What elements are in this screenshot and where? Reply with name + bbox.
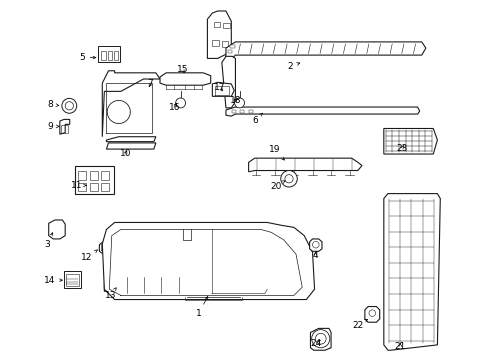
Bar [89, 183, 98, 191]
Polygon shape [248, 158, 361, 172]
Polygon shape [383, 129, 436, 154]
Polygon shape [309, 239, 321, 251]
Circle shape [65, 102, 73, 110]
Circle shape [311, 330, 329, 348]
Polygon shape [106, 143, 156, 149]
Bar [78, 183, 86, 191]
Polygon shape [222, 57, 235, 108]
Text: 22: 22 [351, 319, 367, 330]
Text: 9: 9 [47, 122, 59, 131]
Polygon shape [207, 11, 231, 58]
Bar [223, 23, 229, 28]
Text: 20: 20 [270, 181, 285, 191]
Polygon shape [102, 222, 314, 300]
Text: 15: 15 [177, 66, 188, 75]
Text: 23: 23 [395, 144, 407, 153]
Polygon shape [49, 220, 65, 239]
Circle shape [107, 100, 130, 123]
Circle shape [312, 242, 319, 248]
Bar [101, 171, 109, 180]
Text: 14: 14 [43, 276, 62, 285]
Circle shape [175, 98, 185, 108]
Text: 10: 10 [120, 149, 131, 158]
Text: 3: 3 [44, 233, 53, 249]
Circle shape [234, 98, 244, 108]
Circle shape [280, 171, 297, 187]
Text: 21: 21 [394, 342, 405, 351]
Polygon shape [225, 42, 425, 59]
Text: 13: 13 [104, 288, 116, 300]
Bar [101, 183, 109, 191]
Bar [222, 41, 228, 47]
Bar [75, 166, 114, 194]
Polygon shape [310, 328, 330, 350]
Bar [107, 50, 112, 60]
Bar [230, 45, 234, 48]
Polygon shape [60, 120, 70, 134]
Text: 19: 19 [269, 145, 284, 160]
Text: 7: 7 [147, 80, 153, 89]
Polygon shape [99, 242, 114, 254]
Bar [114, 50, 118, 60]
Polygon shape [212, 82, 234, 96]
Bar [232, 109, 236, 113]
Polygon shape [160, 73, 210, 85]
Bar [213, 22, 220, 27]
Circle shape [315, 333, 325, 344]
Text: 6: 6 [251, 113, 262, 125]
Circle shape [62, 98, 77, 113]
Bar [102, 50, 105, 60]
Circle shape [368, 310, 375, 316]
Text: 16: 16 [168, 103, 180, 112]
Bar [227, 50, 232, 53]
Text: 2: 2 [287, 62, 299, 71]
Bar [89, 171, 98, 180]
Text: 8: 8 [47, 100, 59, 109]
Bar [98, 46, 120, 62]
Polygon shape [364, 307, 379, 322]
Polygon shape [102, 71, 160, 137]
Text: 17: 17 [214, 83, 225, 92]
Bar [212, 40, 219, 46]
Polygon shape [383, 194, 439, 350]
Text: 18: 18 [229, 96, 241, 105]
Bar [64, 271, 81, 288]
Text: 24: 24 [310, 339, 321, 348]
Circle shape [285, 175, 292, 183]
Bar [240, 109, 244, 113]
Polygon shape [225, 107, 419, 116]
Text: 12: 12 [81, 249, 98, 262]
Bar [248, 109, 252, 113]
Text: 5: 5 [79, 53, 96, 62]
Polygon shape [104, 277, 133, 291]
Bar [66, 274, 79, 286]
Text: 4: 4 [312, 251, 318, 260]
Polygon shape [106, 137, 156, 142]
Text: 1: 1 [195, 297, 207, 319]
Text: 11: 11 [71, 181, 86, 190]
Bar [78, 171, 86, 180]
